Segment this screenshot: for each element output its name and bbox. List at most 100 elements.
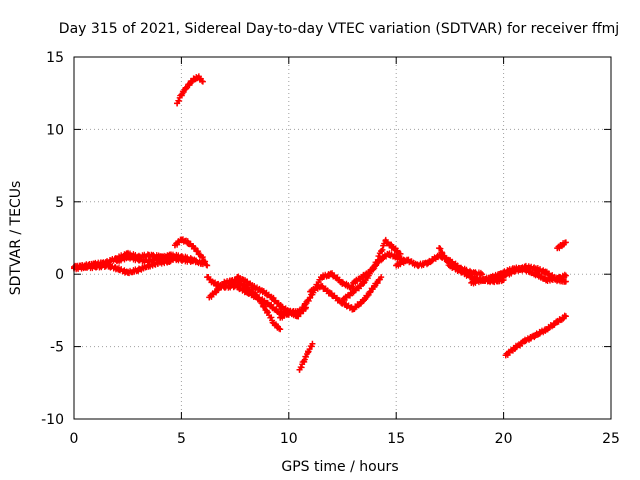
data-point <box>436 252 443 259</box>
x-tick-label: 0 <box>70 431 79 447</box>
data-point <box>350 279 357 286</box>
data-point <box>135 266 142 273</box>
data-point <box>113 258 120 265</box>
data-point <box>204 262 211 269</box>
x-tick-label: 15 <box>387 431 405 447</box>
data-point <box>234 274 241 281</box>
data-point <box>146 252 153 259</box>
data-point <box>253 292 260 299</box>
data-point <box>339 297 346 304</box>
series-arc-5 <box>174 73 206 107</box>
data-point <box>378 274 385 281</box>
data-point <box>270 320 277 327</box>
data-point <box>307 294 314 301</box>
data-point <box>81 263 88 270</box>
data-point <box>186 80 193 87</box>
data-point <box>199 78 206 85</box>
data-point <box>251 284 258 291</box>
y-tick-label: -10 <box>41 412 64 428</box>
data-point <box>522 263 529 270</box>
data-point <box>500 272 507 279</box>
data-point <box>178 236 185 243</box>
axis-ticks: 0 5 10 15 20 25 -10 -5 0 5 10 15 <box>41 50 620 447</box>
data-point <box>511 268 518 275</box>
y-tick-label: 10 <box>46 122 64 138</box>
data-point <box>479 276 486 283</box>
data-point <box>156 255 163 262</box>
data-point <box>339 279 346 286</box>
data-point <box>376 258 383 265</box>
data-point <box>543 276 550 283</box>
data-point <box>305 349 312 356</box>
data-point <box>502 352 509 359</box>
x-tick-label: 20 <box>495 431 513 447</box>
data-point <box>318 274 325 281</box>
data-point <box>360 297 367 304</box>
data-point <box>532 332 539 339</box>
data-point <box>124 253 131 260</box>
data-point <box>562 278 569 285</box>
data-point <box>558 242 565 249</box>
data-point <box>296 366 303 373</box>
data-point <box>264 308 271 315</box>
data-point <box>146 258 153 265</box>
data-point <box>197 252 204 259</box>
data-point <box>277 314 284 321</box>
data-point <box>296 308 303 315</box>
data-point <box>468 279 475 286</box>
y-tick-label: 15 <box>46 50 64 66</box>
series-arc-19 <box>554 239 569 252</box>
data-point <box>277 303 284 310</box>
data-point <box>436 245 443 252</box>
data-point <box>113 265 120 272</box>
data-point <box>275 308 282 315</box>
data-point <box>393 253 400 260</box>
data-point <box>300 358 307 365</box>
series-arc-11 <box>307 274 385 313</box>
data-point <box>182 85 189 92</box>
data-point <box>371 282 378 289</box>
y-axis-label: SDTVAR / TECUs <box>8 181 24 296</box>
data-point <box>554 245 561 252</box>
y-tick-label: 5 <box>55 195 64 211</box>
data-point <box>294 313 301 320</box>
data-point <box>232 282 239 289</box>
data-point <box>328 291 335 298</box>
data-point <box>184 239 191 246</box>
data-point <box>367 268 374 275</box>
data-point <box>543 326 550 333</box>
data-point <box>489 275 496 282</box>
data-points <box>71 73 569 373</box>
data-point <box>350 288 357 295</box>
data-point <box>414 262 421 269</box>
data-point <box>285 308 292 315</box>
data-point <box>212 288 219 295</box>
data-point <box>511 345 518 352</box>
data-point <box>167 252 174 259</box>
data-point <box>425 259 432 266</box>
data-point <box>167 258 174 265</box>
y-tick-label: -5 <box>50 340 64 356</box>
x-tick-label: 25 <box>602 431 620 447</box>
series-arc-10 <box>296 340 316 373</box>
data-point <box>178 91 185 98</box>
data-point <box>135 256 142 263</box>
data-point <box>543 269 550 276</box>
data-point <box>221 279 228 286</box>
series-arc-4 <box>171 236 211 269</box>
data-point <box>92 263 99 270</box>
series-arc-17 <box>489 262 569 285</box>
data-point <box>397 250 404 257</box>
series-arc-3 <box>113 251 206 268</box>
data-point <box>178 253 185 260</box>
data-point <box>264 300 271 307</box>
data-point <box>242 278 249 285</box>
data-point <box>532 265 539 272</box>
data-point <box>124 269 131 276</box>
data-point <box>210 279 217 286</box>
data-point <box>318 282 325 289</box>
data-point <box>388 243 395 250</box>
data-point <box>384 250 391 257</box>
data-point <box>522 337 529 344</box>
